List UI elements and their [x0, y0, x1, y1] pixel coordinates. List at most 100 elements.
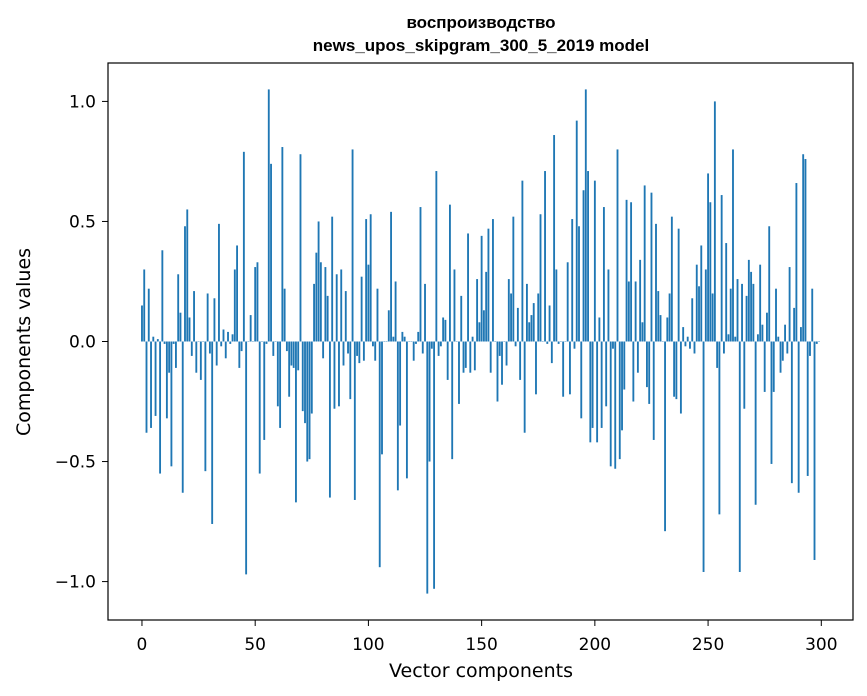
bar-component-66 [290, 341, 293, 366]
bar-component-207 [609, 341, 612, 467]
bar-component-20 [186, 209, 189, 342]
bar-component-174 [535, 341, 537, 395]
bar-component-262 [734, 336, 737, 342]
bar-component-242 [689, 341, 691, 349]
bar-component-259 [727, 334, 730, 342]
bar-component-210 [616, 149, 619, 342]
bar-component-63 [283, 288, 286, 342]
bar-component-8 [159, 341, 162, 474]
bar-component-128 [430, 341, 433, 349]
bar-component-267 [745, 295, 748, 342]
bar-component-228 [657, 291, 660, 342]
bar-component-125 [424, 283, 426, 342]
bar-component-244 [693, 341, 696, 354]
bar-component-117 [405, 341, 408, 479]
bar-component-29 [206, 293, 209, 342]
bar-component-179 [546, 341, 549, 344]
bar-component-94 [353, 341, 356, 500]
bar-component-163 [510, 293, 512, 342]
bar-component-260 [729, 288, 732, 342]
bar-component-195 [582, 190, 585, 342]
bar-component-43 [238, 341, 241, 368]
bar-component-166 [516, 307, 519, 342]
bar-component-167 [519, 341, 522, 380]
bar-component-282 [779, 341, 782, 373]
bar-component-106 [381, 341, 383, 455]
bar-component-223 [646, 341, 648, 388]
x-axis: 0 50 100 150 200 250 300 [137, 620, 838, 655]
bar-component-178 [544, 171, 546, 342]
bar-component-134 [444, 319, 447, 342]
bar-component-217 [632, 341, 635, 402]
bar-component-101 [369, 214, 372, 342]
bar-component-45 [242, 151, 245, 342]
bar-component-251 [709, 202, 712, 342]
bar-component-23 [193, 291, 195, 342]
bar-component-227 [655, 223, 657, 342]
bar-component-288 [793, 307, 796, 342]
bar-component-69 [297, 341, 300, 371]
bar-component-12 [168, 341, 171, 373]
bar-component-245 [695, 264, 698, 342]
bar-component-270 [752, 283, 755, 342]
bar-component-283 [781, 341, 784, 361]
bar-component-74 [308, 341, 311, 460]
bar-component-126 [426, 341, 429, 594]
bar-component-192 [575, 120, 578, 342]
bar-component-206 [607, 269, 610, 342]
bar-component-154 [489, 341, 492, 373]
bar-component-197 [587, 171, 589, 342]
bar-component-16 [177, 274, 180, 342]
bar-component-73 [306, 341, 309, 462]
bar-component-68 [295, 341, 297, 503]
bar-component-190 [571, 219, 574, 342]
bar-component-250 [707, 173, 710, 342]
bar-component-158 [498, 341, 501, 356]
bar-component-75 [310, 341, 313, 414]
x-tick-label-250: 250 [692, 635, 724, 655]
bar-component-191 [573, 341, 576, 349]
bar-component-39 [229, 341, 232, 344]
bar-component-36 [222, 329, 225, 342]
bar-component-92 [349, 341, 352, 400]
bar-component-168 [521, 180, 524, 342]
bar-component-280 [775, 288, 777, 342]
bar-component-58 [272, 341, 275, 356]
bar-component-147 [473, 341, 476, 371]
bar-component-232 [666, 317, 669, 342]
bar-component-138 [453, 269, 456, 342]
bar-component-235 [673, 341, 676, 397]
bar-component-50 [254, 267, 257, 342]
bar-component-67 [292, 341, 295, 368]
bar-component-213 [623, 341, 626, 390]
bar-component-181 [550, 341, 553, 364]
chart-title-line-1: воспроизводство [406, 13, 555, 32]
bar-component-287 [790, 341, 793, 484]
bar-component-146 [471, 336, 474, 342]
bar-component-219 [636, 341, 639, 373]
x-tick-label-0: 0 [137, 635, 148, 655]
bar-component-120 [412, 341, 415, 361]
bar-component-222 [643, 185, 646, 342]
bar-component-211 [618, 341, 621, 460]
bar-component-56 [267, 89, 270, 342]
bar-component-276 [766, 312, 768, 342]
bar-component-127 [428, 341, 431, 462]
bar-component-14 [172, 341, 175, 344]
bar-component-182 [553, 135, 556, 342]
bar-component-140 [458, 341, 460, 404]
bar-component-11 [165, 341, 168, 419]
x-tick-label-50: 50 [244, 635, 266, 655]
bar-component-209 [614, 341, 617, 469]
bar-component-294 [806, 341, 809, 476]
bar-component-141 [460, 295, 463, 342]
bar-component-205 [605, 341, 608, 407]
bar-component-1 [143, 269, 146, 342]
bar-component-95 [356, 341, 359, 356]
bar-component-82 [326, 295, 329, 342]
bar-component-293 [804, 159, 807, 342]
bar-component-90 [344, 291, 347, 342]
bar-component-268 [747, 259, 750, 342]
x-axis-label: Vector components [389, 660, 573, 682]
bar-component-170 [525, 283, 528, 342]
